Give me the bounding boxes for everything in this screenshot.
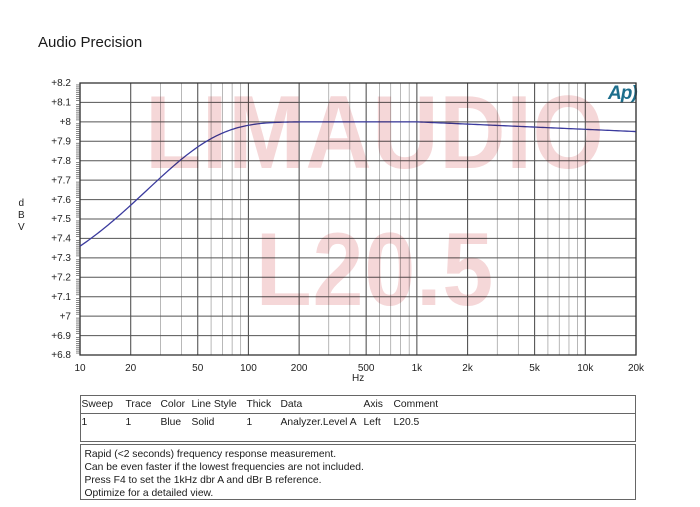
svg-text:+7.3: +7.3 <box>51 253 71 264</box>
svg-text:1k: 1k <box>412 363 424 374</box>
svg-text:500: 500 <box>358 363 375 374</box>
svg-text:10: 10 <box>74 363 86 374</box>
svg-text:+7.4: +7.4 <box>51 234 71 245</box>
svg-text:5k: 5k <box>529 363 541 374</box>
svg-text:+7.9: +7.9 <box>51 136 71 147</box>
svg-text:20: 20 <box>125 363 137 374</box>
svg-text:+8: +8 <box>60 117 72 128</box>
svg-text:20k: 20k <box>628 363 645 374</box>
svg-text:+6.9: +6.9 <box>51 331 71 342</box>
svg-text:+7.6: +7.6 <box>51 195 71 206</box>
svg-text:+7: +7 <box>60 311 72 322</box>
svg-text:50: 50 <box>192 363 204 374</box>
svg-text:+7.2: +7.2 <box>51 272 71 283</box>
svg-text:+7.8: +7.8 <box>51 156 71 167</box>
svg-text:+6.8: +6.8 <box>51 350 71 361</box>
svg-text:2k: 2k <box>462 363 474 374</box>
svg-text:+8.1: +8.1 <box>51 98 71 109</box>
svg-text:100: 100 <box>240 363 257 374</box>
svg-text:10k: 10k <box>577 363 594 374</box>
svg-text:+7.5: +7.5 <box>51 214 71 225</box>
svg-text:200: 200 <box>291 363 308 374</box>
svg-text:+7.7: +7.7 <box>51 175 71 186</box>
svg-text:+7.1: +7.1 <box>51 292 71 303</box>
svg-text:+8.2: +8.2 <box>51 78 71 89</box>
